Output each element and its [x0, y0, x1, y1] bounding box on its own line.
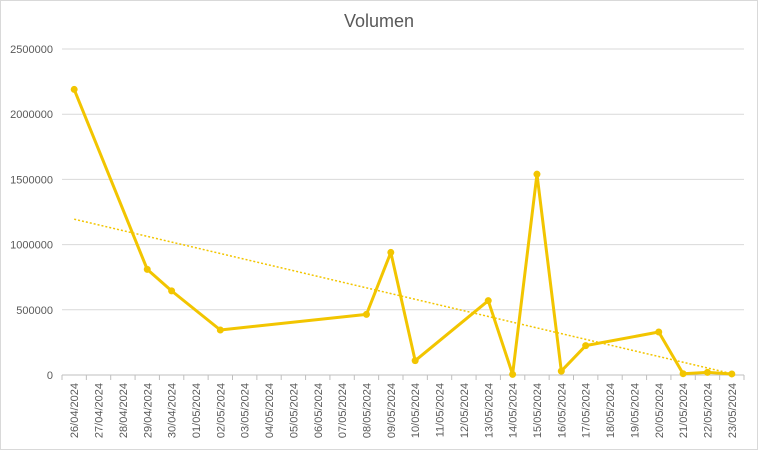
y-tick-label: 1000000	[10, 240, 53, 252]
data-point	[216, 326, 224, 334]
data-point	[387, 248, 395, 256]
trendline	[74, 218, 732, 375]
x-tick-label: 29/04/2024	[142, 383, 154, 438]
data-point	[509, 370, 517, 378]
x-tick-label: 07/05/2024	[337, 383, 349, 438]
x-tick-label: 01/05/2024	[191, 383, 203, 438]
x-tick-label: 14/05/2024	[508, 383, 520, 438]
x-tick-label: 20/05/2024	[654, 383, 666, 438]
x-tick-label: 19/05/2024	[629, 383, 641, 438]
data-point	[728, 370, 736, 378]
x-tick-label: 15/05/2024	[532, 383, 544, 438]
x-tick-label: 27/04/2024	[94, 383, 106, 438]
chart-title: Volumen	[343, 11, 415, 31]
x-tick-label: 13/05/2024	[483, 383, 495, 438]
x-tick-label: 16/05/2024	[556, 383, 568, 438]
data-point	[143, 265, 151, 273]
x-tick-label: 26/04/2024	[69, 383, 81, 438]
x-tick-label: 22/05/2024	[702, 383, 714, 438]
data-point	[533, 170, 541, 178]
x-tick-label: 06/05/2024	[313, 383, 325, 438]
x-tick-label: 17/05/2024	[581, 383, 593, 438]
data-point	[557, 367, 565, 375]
x-tick-label: 11/05/2024	[435, 383, 447, 437]
data-point	[679, 370, 687, 378]
x-tick-label: 18/05/2024	[605, 383, 617, 438]
x-tick-label: 30/04/2024	[167, 383, 179, 438]
x-tick-label: 12/05/2024	[459, 383, 471, 438]
y-tick-label: 500000	[16, 305, 53, 317]
x-tick-label: 04/05/2024	[264, 383, 276, 438]
y-tick-label: 1500000	[10, 174, 53, 186]
data-point	[703, 368, 711, 376]
data-point	[655, 328, 663, 336]
y-tick-label: 0	[47, 370, 53, 382]
data-point	[582, 342, 590, 350]
x-tick-label: 23/05/2024	[727, 383, 739, 438]
x-tick-label: 10/05/2024	[410, 383, 422, 438]
x-tick-label: 09/05/2024	[386, 383, 398, 438]
x-tick-label: 28/04/2024	[118, 383, 130, 438]
x-tick-label: 05/05/2024	[288, 383, 300, 438]
y-tick-label: 2500000	[10, 44, 53, 56]
x-tick-label: 08/05/2024	[361, 383, 373, 438]
data-point	[411, 357, 419, 365]
data-point	[362, 310, 370, 318]
series-line	[72, 88, 732, 376]
data-point	[70, 85, 78, 93]
x-tick-label: 03/05/2024	[240, 383, 252, 438]
x-tick-label: 02/05/2024	[215, 383, 227, 438]
x-tick-label: 21/05/2024	[678, 383, 690, 438]
data-point	[484, 297, 492, 305]
data-point	[168, 287, 176, 295]
y-tick-label: 2000000	[10, 109, 53, 121]
